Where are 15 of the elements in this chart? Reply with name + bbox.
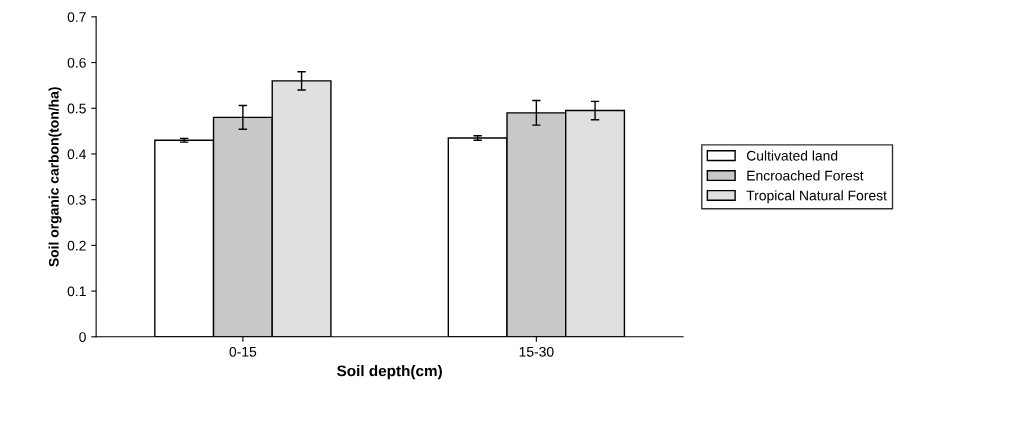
y-tick-label: 0: [79, 332, 86, 342]
legend-label: Tropical Natural Forest: [746, 190, 887, 204]
y-axis-title: Soil organic carbon(ton/ha): [48, 87, 62, 267]
x-tick-label: 15-30: [519, 346, 554, 357]
x-axis-title: Soil depth(cm): [337, 365, 442, 380]
y-tick-label: 0.3: [67, 195, 86, 205]
legend-label: Cultivated land: [746, 150, 838, 161]
y-tick-label: 0.2: [67, 240, 86, 251]
y-tick-label: 0.4: [67, 149, 87, 160]
y-tick-label: 0.5: [67, 103, 86, 114]
y-tick-label: 0.1: [67, 286, 86, 297]
x-tick-label: 0-15: [229, 346, 257, 357]
y-tick-label: 0.6: [67, 57, 86, 68]
y-tick-label: 0.7: [67, 12, 86, 23]
legend-label: Encroached Forest: [747, 170, 864, 181]
